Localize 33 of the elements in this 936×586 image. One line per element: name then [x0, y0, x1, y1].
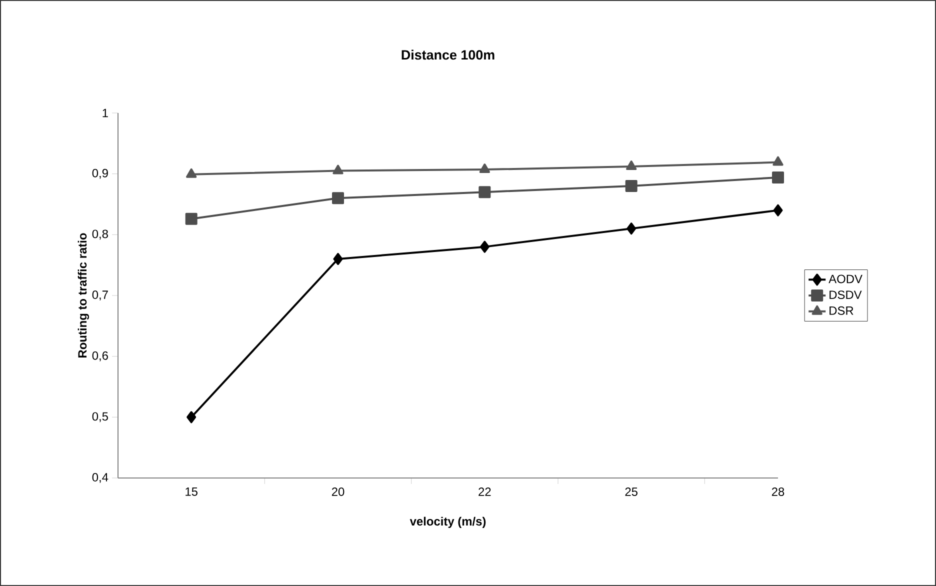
point: [626, 222, 636, 235]
x-axis-title: velocity (m/s): [410, 516, 486, 528]
y-tick-label: 0,4: [92, 473, 108, 483]
x-tick-label: 28: [772, 488, 784, 496]
point: [626, 160, 637, 170]
y-tick-label: 0,8: [92, 230, 108, 240]
point: [333, 252, 343, 265]
legend-label: AODV: [828, 274, 862, 284]
y-tick-label: 0,7: [92, 290, 108, 300]
legend-label: DSR: [830, 306, 854, 315]
point: [186, 411, 196, 424]
x-tick-label: 25: [625, 488, 638, 496]
point: [478, 186, 491, 198]
point: [773, 204, 783, 216]
point: [625, 180, 638, 192]
point: [480, 240, 490, 253]
point: [332, 164, 344, 174]
point: [772, 156, 784, 166]
legend-label: DSDV: [830, 290, 862, 300]
point: [332, 192, 344, 204]
y-axis-title: Routing to traffic ratio: [78, 233, 90, 358]
chart-title: Distance 100m: [402, 50, 494, 60]
y-tick-label: 0,6: [92, 351, 108, 362]
point: [772, 171, 784, 184]
y-tick-label: 1: [102, 108, 108, 118]
point: [185, 212, 198, 225]
x-tick-label: 22: [478, 488, 491, 496]
y-tick-label: 0,5: [92, 412, 108, 422]
x-tick-label: 20: [332, 488, 344, 496]
x-tick-label: 15: [186, 488, 198, 496]
point: [186, 168, 197, 178]
y-tick-label: 0,9: [92, 168, 108, 179]
point: [479, 164, 490, 174]
